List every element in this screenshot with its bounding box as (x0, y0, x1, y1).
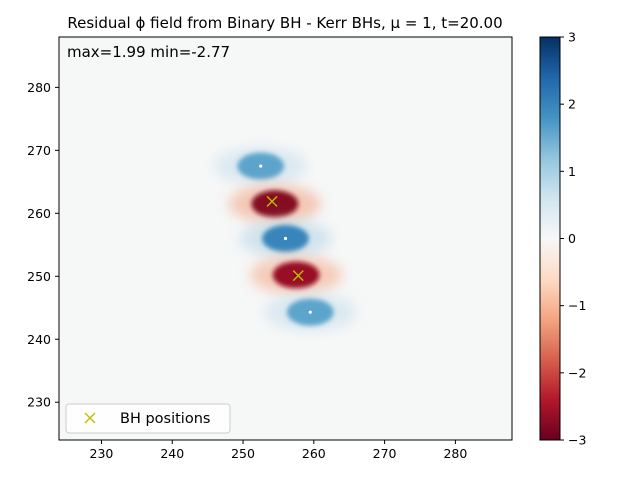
colorbar: 3 2 1 0 −1 −2 −3 (539, 30, 586, 448)
bh-position-marker (266, 195, 278, 207)
bh-position-marker (292, 270, 304, 282)
chart-title: Residual ϕ field from Binary BH - Kerr B… (67, 14, 502, 32)
x-tick-label: 230 (90, 446, 114, 461)
colorbar-tick-label: −1 (568, 298, 586, 313)
plot-frame (58, 36, 513, 441)
y-tick-label: 270 (27, 143, 51, 158)
colorbar-tick-label: 2 (568, 97, 576, 112)
colorbar-tick-label: 0 (568, 231, 576, 246)
y-tick-label: 240 (27, 332, 51, 347)
legend-label: BH positions (120, 411, 210, 427)
x-tick-label: 270 (373, 446, 397, 461)
colorbar-ticks: 3 2 1 0 −1 −2 −3 (560, 30, 586, 448)
y-tick-label: 280 (27, 80, 51, 95)
y-tick-label: 260 (27, 206, 51, 221)
field-heatmap (214, 146, 357, 332)
max-min-annotation: max=1.99 min=-2.77 (67, 43, 230, 61)
bh-markers (266, 195, 304, 282)
x-tick-label: 260 (302, 446, 326, 461)
y-tick-label: 250 (27, 269, 51, 284)
colorbar-gradient (539, 36, 561, 441)
x-tick-label: 250 (231, 446, 255, 461)
legend: BH positions (65, 403, 231, 434)
x-axis: 230 240 250 260 270 280 (90, 440, 467, 461)
x-tick-label: 280 (443, 446, 467, 461)
legend-marker-x-icon (84, 412, 96, 424)
colorbar-tick-label: −3 (568, 433, 586, 448)
field-blob-center (283, 236, 288, 241)
y-tick-label: 230 (27, 395, 51, 410)
y-axis: 230 240 250 260 270 280 (27, 80, 59, 410)
plot-area (58, 36, 513, 441)
colorbar-tick-label: 3 (568, 30, 576, 45)
colorbar-tick-label: −2 (568, 365, 586, 380)
field-blob-center (259, 164, 263, 168)
x-tick-label: 240 (160, 446, 184, 461)
legend-box (65, 403, 231, 434)
field-blob-center (308, 310, 312, 314)
colorbar-tick-label: 1 (568, 164, 576, 179)
